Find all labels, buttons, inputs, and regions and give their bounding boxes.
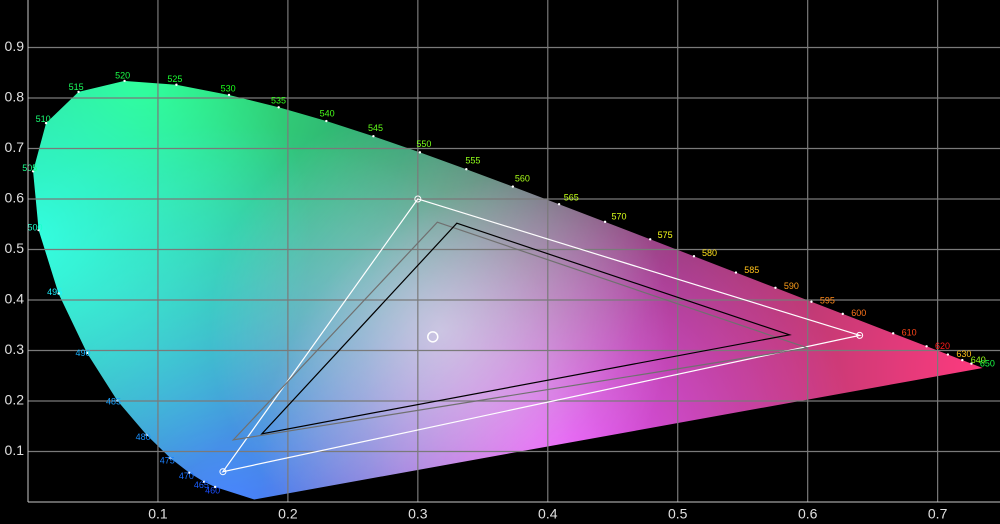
wavelength-label: 600 <box>851 308 866 318</box>
y-tick-label: 0.2 <box>5 392 25 408</box>
wavelength-tick <box>202 480 206 484</box>
gamut-vertex <box>414 195 422 203</box>
gamut-vertex <box>219 468 227 476</box>
y-tick-label: 0.6 <box>5 190 25 206</box>
wavelength-label: 505 <box>22 163 37 173</box>
wavelength-tick <box>37 228 40 232</box>
wavelength-tick <box>213 485 217 489</box>
y-tick-label: 0.8 <box>5 89 25 105</box>
wavelength-tick <box>925 345 928 348</box>
wavelength-label: 555 <box>465 156 480 166</box>
wavelength-tick <box>85 351 89 355</box>
wavelength-label: 470 <box>179 471 194 481</box>
wavelength-label: 650 <box>980 358 995 368</box>
wavelength-label: 495 <box>47 287 62 297</box>
wavelength-tick <box>175 83 178 86</box>
wavelength-label: 530 <box>221 84 236 94</box>
x-tick-label: 0.1 <box>148 506 168 522</box>
wavelength-label: 590 <box>784 281 799 291</box>
wavelength-tick <box>418 151 422 154</box>
wavelength-tick <box>325 119 328 123</box>
wavelength-tick <box>810 300 813 303</box>
wavelength-tick <box>648 238 652 241</box>
wavelength-tick <box>465 168 468 171</box>
wavelength-label: 500 <box>27 223 42 233</box>
wavelength-tick <box>603 220 607 224</box>
wavelength-tick <box>557 203 561 206</box>
white-point <box>427 331 439 343</box>
wavelength-tick <box>970 362 973 365</box>
wavelength-tick <box>145 433 148 437</box>
wavelength-label: 550 <box>416 139 431 149</box>
wavelength-label: 640 <box>971 355 986 365</box>
wavelength-label: 480 <box>136 432 151 442</box>
wavelength-tick <box>511 185 515 188</box>
wavelength-tick <box>841 312 844 316</box>
wavelength-label: 475 <box>160 456 175 466</box>
wavelength-label: 545 <box>368 123 383 133</box>
wavelength-tick <box>123 79 126 83</box>
wavelength-tick <box>946 353 950 356</box>
wavelength-label: 465 <box>194 480 209 490</box>
wavelength-tick <box>734 271 738 274</box>
wavelength-label: 575 <box>658 230 673 240</box>
wavelength-tick <box>169 456 172 460</box>
wavelength-tick <box>227 93 231 97</box>
wavelength-tick <box>116 399 119 402</box>
wavelength-label: 630 <box>956 349 971 359</box>
wavelength-label: 460 <box>205 486 220 496</box>
wavelength-tick <box>372 135 375 138</box>
gamut-triangle <box>260 222 792 435</box>
y-tick-label: 0.7 <box>5 139 25 155</box>
y-tick-label: 0.5 <box>5 240 25 256</box>
x-tick-label: 0.7 <box>928 506 948 522</box>
wavelength-tick <box>188 471 191 475</box>
wavelength-tick <box>77 90 80 94</box>
wavelength-tick <box>774 286 777 289</box>
wavelength-tick <box>891 332 895 335</box>
wavelength-tick <box>961 358 964 362</box>
wavelength-label: 560 <box>515 173 530 183</box>
x-tick-label: 0.6 <box>798 506 818 522</box>
x-tick-label: 0.3 <box>408 506 428 522</box>
y-tick-label: 0.3 <box>5 341 25 357</box>
gamut-triangle <box>221 198 863 473</box>
wavelength-label: 580 <box>702 248 717 258</box>
x-tick-label: 0.2 <box>278 506 298 522</box>
x-tick-label: 0.4 <box>538 506 558 522</box>
gamut-vertex <box>856 331 864 339</box>
x-tick-label: 0.5 <box>668 506 688 522</box>
wavelength-tick <box>57 292 60 295</box>
wavelength-label: 610 <box>902 328 917 338</box>
y-tick-label: 0.4 <box>5 291 25 307</box>
wavelength-label: 535 <box>271 95 286 105</box>
wavelength-label: 565 <box>564 192 579 202</box>
wavelength-label: 585 <box>744 265 759 275</box>
y-tick-label: 0.1 <box>5 442 25 458</box>
wavelength-label: 510 <box>36 114 51 124</box>
wavelength-label: 520 <box>115 70 130 80</box>
wavelength-label: 525 <box>167 74 182 84</box>
wavelength-label: 570 <box>612 211 627 221</box>
wavelength-tick <box>277 106 280 109</box>
grid: 0.1 0.2 0.3 0.4 0.5 0.6 0.7 0.1 0.2 0.3 0.4 0.5 0.6 0… <box>5 0 1000 522</box>
y-tick-label: 0.9 <box>5 38 25 54</box>
wavelength-label: 485 <box>106 397 121 407</box>
wavelength-tick <box>31 170 35 173</box>
wavelength-label: 515 <box>69 82 84 92</box>
gamut-triangle <box>231 221 808 441</box>
wavelength-label: 620 <box>935 341 950 351</box>
wavelength-tick <box>692 255 696 258</box>
wavelength-label: 540 <box>320 109 335 119</box>
wavelength-tick <box>44 121 48 125</box>
wavelength-label: 595 <box>820 295 835 305</box>
wavelength-label: 490 <box>75 348 90 358</box>
